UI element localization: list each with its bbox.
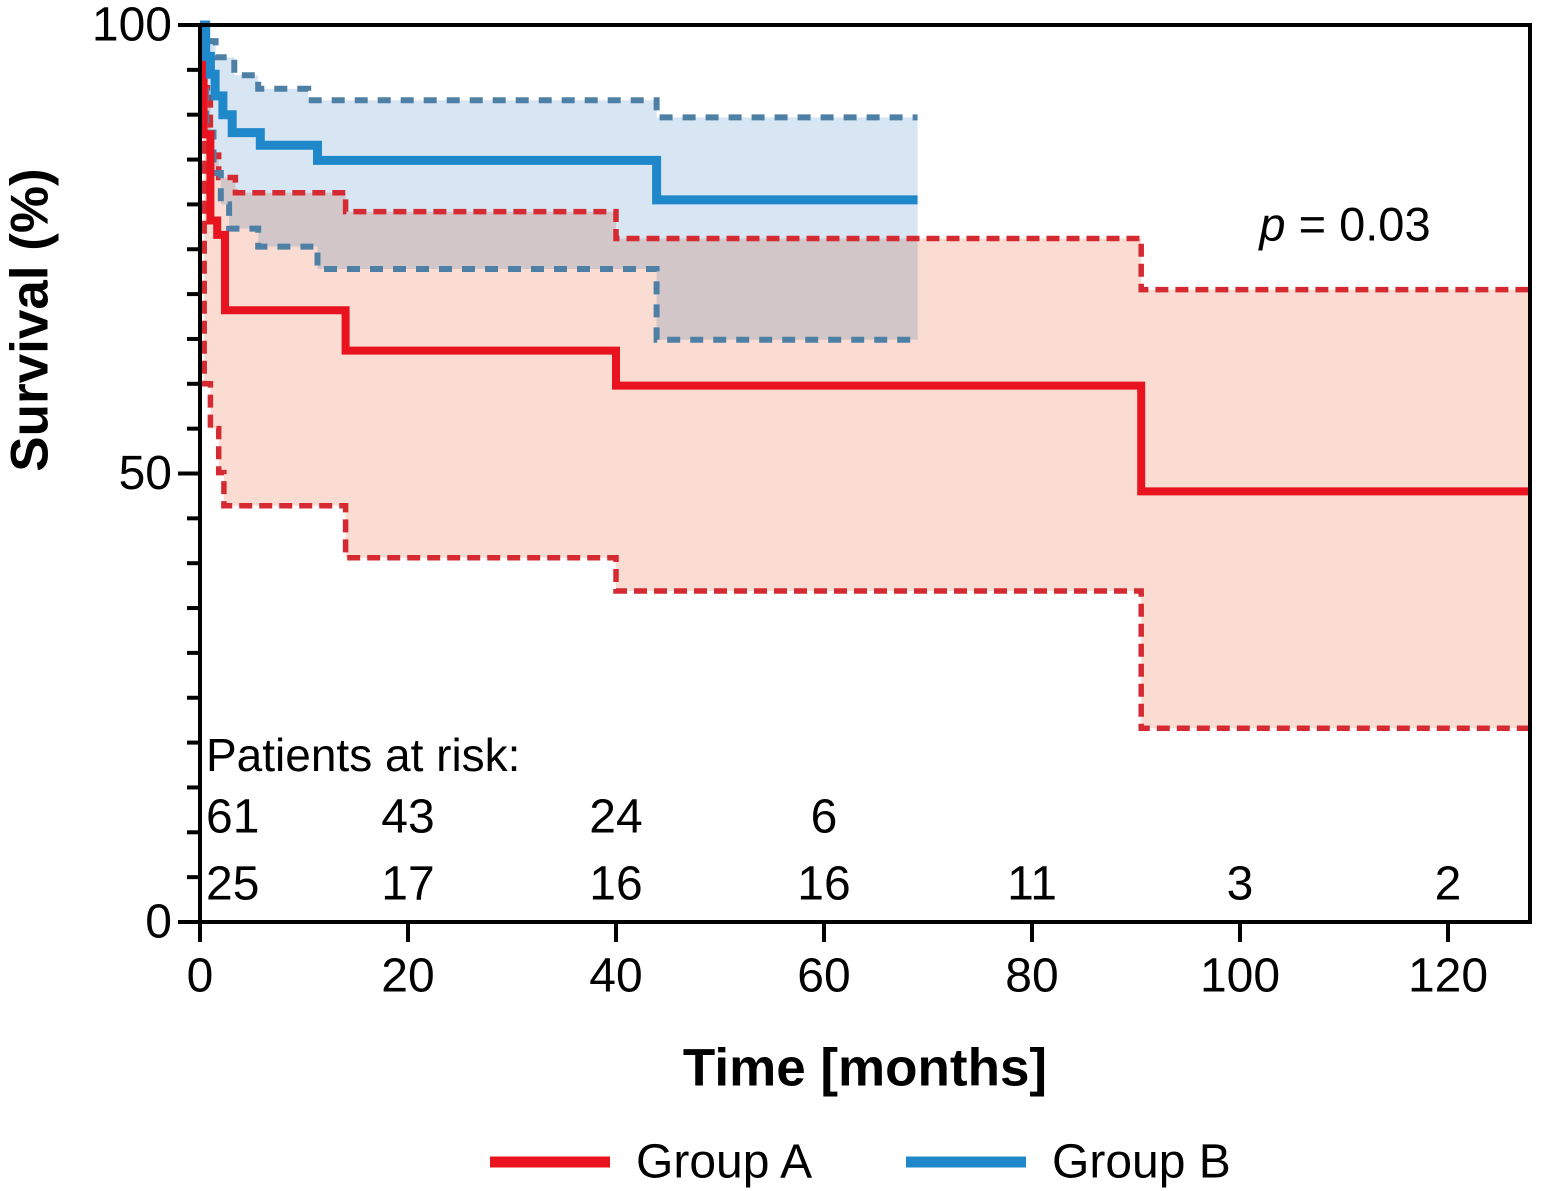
patients-at-risk-rows: 61 43 24 6 25 17 16 16 11 3 2 bbox=[206, 791, 1461, 911]
x-tick-label-40: 40 bbox=[589, 950, 642, 1003]
survival-curves bbox=[199, 20, 1532, 496]
ci-band-group-a bbox=[200, 25, 1532, 729]
y-axis-title: Survival (%) bbox=[0, 168, 60, 472]
legend-label-group-a: Group A bbox=[636, 1135, 813, 1189]
survival-curve-group-b bbox=[200, 20, 918, 205]
risk-count-row2-t60: 16 bbox=[797, 858, 850, 911]
group-a-95pct-ci-lower-line bbox=[200, 22, 1532, 731]
legend-item-group-a: Group A bbox=[490, 1135, 812, 1190]
x-tick-label-80: 80 bbox=[1005, 950, 1058, 1003]
x-tick-label-120: 120 bbox=[1408, 950, 1488, 1003]
patients-at-risk-heading: Patients at risk: bbox=[206, 729, 521, 781]
risk-count-row1-t60: 6 bbox=[811, 791, 838, 844]
ci-band-group-b bbox=[200, 25, 918, 340]
risk-count-row2-t20: 17 bbox=[381, 858, 434, 911]
survival-curve-group-a bbox=[199, 21, 1532, 496]
axis-tick-labels: 0 20 40 60 80 100 120 0 50 100 bbox=[92, 0, 1488, 1003]
risk-count-row2-t0: 25 bbox=[206, 858, 259, 911]
x-tick-label-0: 0 bbox=[187, 950, 214, 1003]
confidence-bands bbox=[200, 25, 1532, 729]
x-axis-title: Time [months] bbox=[682, 1038, 1048, 1098]
axis-ticks bbox=[178, 23, 1450, 942]
x-tick-label-100: 100 bbox=[1200, 950, 1280, 1003]
p-value-symbol: p bbox=[1259, 197, 1286, 251]
risk-count-row2-t80: 11 bbox=[1007, 858, 1057, 911]
y-tick-label-100: 100 bbox=[92, 0, 172, 52]
risk-count-row2-t100: 3 bbox=[1227, 858, 1254, 911]
group-a-line-swatch bbox=[490, 1156, 610, 1168]
risk-count-row1-t20: 43 bbox=[381, 791, 434, 844]
x-tick-label-20: 20 bbox=[381, 950, 434, 1003]
p-value-text: = 0.03 bbox=[1285, 197, 1431, 251]
x-tick-label-60: 60 bbox=[797, 950, 850, 1003]
group-b-line-swatch bbox=[906, 1156, 1026, 1168]
legend-item-group-b: Group B bbox=[906, 1135, 1231, 1190]
risk-count-row1-t40: 24 bbox=[589, 791, 642, 844]
y-tick-label-0: 0 bbox=[145, 896, 172, 949]
risk-count-row2-t120: 2 bbox=[1435, 858, 1462, 911]
risk-count-row1-t0: 61 bbox=[206, 791, 259, 844]
legend-label-group-b: Group B bbox=[1052, 1135, 1231, 1189]
risk-count-row2-t40: 16 bbox=[589, 858, 642, 911]
y-tick-label-50: 50 bbox=[119, 447, 172, 500]
p-value-annotation: p = 0.03 bbox=[1259, 197, 1430, 252]
